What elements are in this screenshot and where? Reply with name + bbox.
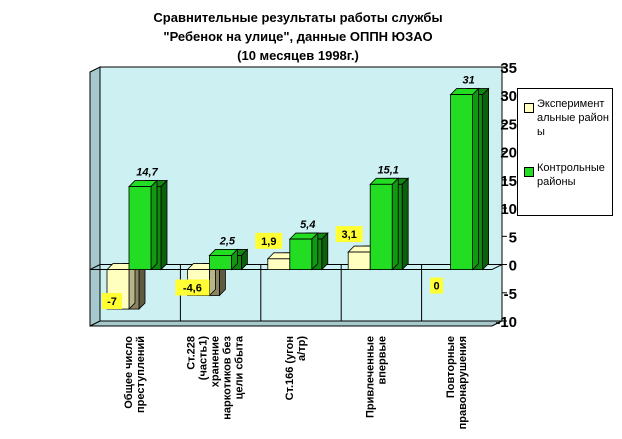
bar-control-back-side bbox=[401, 177, 409, 271]
x-category-label-line: Привлеченные bbox=[364, 336, 376, 418]
bar-control-back-side bbox=[321, 232, 329, 271]
y-tick-label: 35 bbox=[500, 60, 517, 77]
data-label-experimental: -7 bbox=[107, 296, 117, 308]
chart-title-line-1: Сравнительные результаты работы службы bbox=[153, 10, 443, 25]
legend-swatch-experimental bbox=[524, 103, 534, 113]
data-label-control: 31 bbox=[462, 75, 474, 87]
y-tick-label: 10 bbox=[500, 201, 517, 218]
x-category-label-line: Общее число bbox=[123, 336, 135, 409]
bar-control-side bbox=[311, 232, 319, 271]
bar-control-side bbox=[150, 179, 158, 271]
data-label-experimental-box bbox=[175, 279, 210, 296]
x-category-label: Ст.166 (угона/тр) bbox=[284, 336, 308, 401]
data-label-experimental: -4,6 bbox=[183, 283, 202, 295]
bar-control bbox=[289, 238, 313, 270]
x-category-label-line: наркотиков без bbox=[222, 335, 234, 419]
x-category-label: Общее числопреступлений bbox=[123, 336, 147, 413]
data-label-experimental-box bbox=[102, 293, 122, 310]
bar-control bbox=[369, 183, 393, 270]
legend: Эксперимент альные районы Контрольные ра… bbox=[517, 88, 613, 216]
chart-floor bbox=[89, 320, 503, 327]
x-category-label-line: правонарушения bbox=[457, 336, 469, 429]
bar-experimental-back-side bbox=[138, 262, 146, 311]
y-tick-label: -5 bbox=[504, 286, 517, 303]
data-label-experimental: 0 bbox=[434, 281, 440, 293]
bar-control-back-side bbox=[160, 179, 168, 271]
data-label-experimental-box bbox=[430, 277, 444, 294]
x-category-label: Ст.228(часть1)хранениенаркотиков безцели… bbox=[186, 335, 246, 420]
x-category-label-line: цели сбыта bbox=[234, 335, 246, 399]
x-category-label-line: преступлений bbox=[135, 336, 147, 413]
y-tick-label: 30 bbox=[500, 88, 517, 105]
y-tick-label: 15 bbox=[500, 173, 517, 190]
y-tick-label: -10 bbox=[495, 314, 517, 331]
x-category-label-line: Ст.166 (угон bbox=[284, 336, 296, 400]
data-label-experimental-box bbox=[335, 226, 363, 243]
x-category-label-line: а/тр) bbox=[296, 336, 308, 361]
chart-title-line-2: "Ребенок на улице", данные ОППН ЮЗАО bbox=[163, 29, 433, 44]
x-category-label-line: (часть1) bbox=[198, 336, 210, 381]
bar-control-side bbox=[391, 177, 399, 271]
bar-experimental bbox=[267, 258, 291, 270]
data-label-experimental: 1,9 bbox=[261, 236, 276, 248]
y-tick-label: 0 bbox=[509, 258, 517, 275]
bar-control bbox=[450, 94, 474, 270]
bar-control-side bbox=[472, 87, 480, 271]
bar-experimental bbox=[347, 251, 371, 270]
x-category-label-line: впервые bbox=[376, 336, 388, 385]
legend-swatch-control bbox=[524, 167, 534, 177]
bar-control bbox=[208, 255, 232, 270]
x-category-label: Повторныеправонарушения bbox=[445, 336, 469, 429]
data-label-control: 14,7 bbox=[136, 167, 158, 179]
x-category-label-line: Ст.228 bbox=[186, 336, 198, 370]
bar-control bbox=[128, 186, 152, 270]
data-label-experimental-box bbox=[255, 232, 283, 249]
data-label-control: 15,1 bbox=[377, 164, 398, 176]
data-label-control: 2,5 bbox=[219, 235, 236, 247]
chart-side-wall bbox=[89, 66, 101, 327]
x-category-label-line: Повторные bbox=[445, 336, 457, 398]
bar-experimental-side bbox=[128, 262, 136, 311]
y-tick-label: 5 bbox=[509, 229, 517, 246]
y-tick-label: 25 bbox=[500, 116, 517, 133]
chart-title-line-3: (10 месяцев 1998г.) bbox=[237, 48, 359, 63]
x-category-label-line: хранение bbox=[210, 336, 222, 387]
data-label-control: 5,4 bbox=[300, 219, 315, 231]
legend-label-experimental: Эксперимент альные районы bbox=[537, 98, 609, 138]
bar-control-back-side bbox=[482, 87, 490, 271]
y-tick-label: 20 bbox=[500, 145, 517, 162]
chart-title: Сравнительные результаты работы службы "… bbox=[88, 8, 508, 65]
legend-label-control: Контрольные районы bbox=[537, 162, 605, 188]
x-category-label: Привлеченныевпервые bbox=[364, 336, 388, 418]
data-label-experimental: 3,1 bbox=[342, 229, 357, 241]
